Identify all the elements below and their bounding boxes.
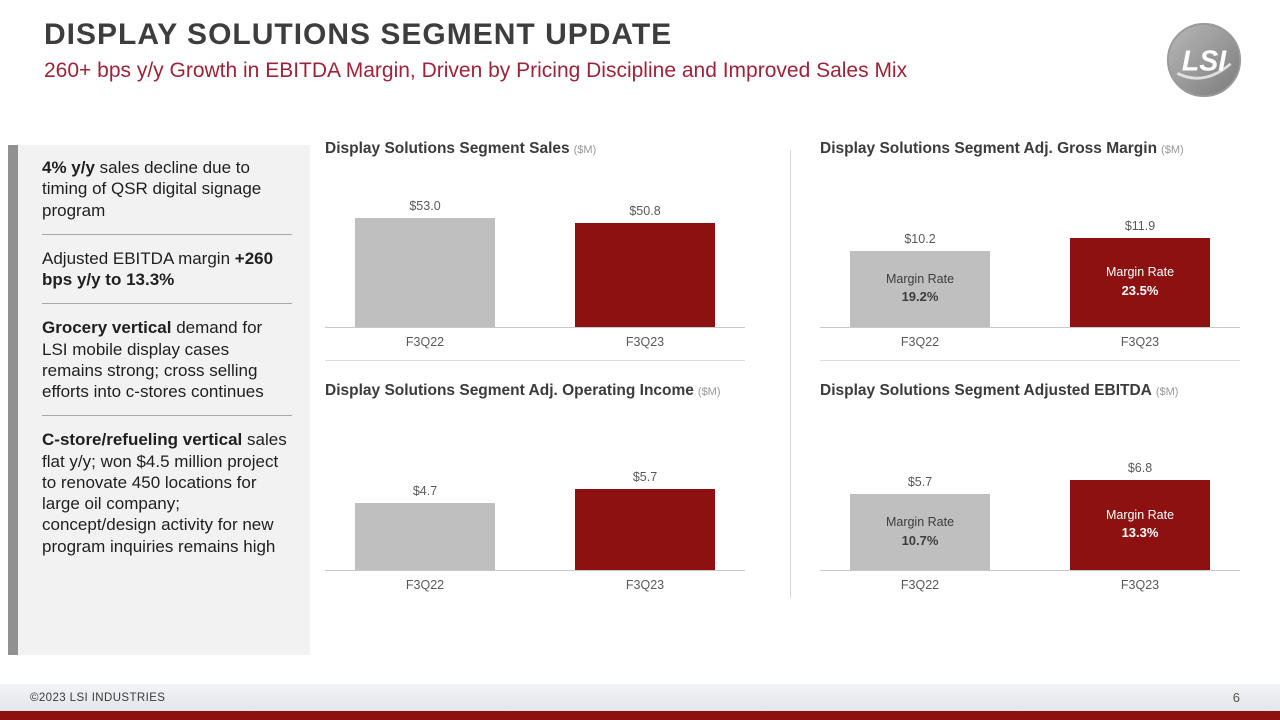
chart-title-text: Display Solutions Segment Adj. Operating… [325, 382, 694, 399]
copyright-text: ©2023 LSI INDUSTRIES [30, 691, 166, 704]
bar-f3q22: $53.0 [355, 199, 495, 327]
sidebar-item-bold: +260 bps y/y to 13.3% [42, 248, 274, 289]
bar-f3q23: $50.8 [575, 204, 715, 327]
margin-rate-label: Margin Rate [885, 271, 955, 286]
chart-unit-label: ($M) [697, 386, 721, 398]
chart-segment-sales: Display Solutions Segment Sales ($M) $53.… [325, 140, 745, 361]
sidebar-item-ebitda-margin: Adjusted EBITDA margin +260 bps y/y to 1… [42, 248, 292, 291]
sidebar-item-text: sales flat y/y; won $4.5 million project… [42, 430, 287, 556]
sidebar-item-bold: Grocery vertical [42, 318, 172, 338]
bar-plot: $53.0 $50.8 [325, 199, 745, 328]
margin-rate-annotation: Margin Rate 23.5% [1070, 265, 1210, 301]
margin-rate-label: Margin Rate [1105, 265, 1175, 280]
chart-unit-label: ($M) [1155, 386, 1179, 398]
bar-plot: $4.7 $5.7 [325, 470, 745, 571]
bar-value-label: $5.7 [632, 469, 658, 484]
slide-header: DISPLAY SOLUTIONS SEGMENT UPDATE 260+ bp… [44, 18, 1144, 83]
bar-f3q23: $11.9 Margin Rate 23.5% [1070, 219, 1210, 327]
category-axis: F3Q22 F3Q23 [820, 578, 1240, 592]
bar-value-label: $53.0 [409, 199, 441, 214]
bar-value-label: $50.8 [629, 203, 661, 218]
category-label: F3Q23 [625, 578, 665, 592]
bar-plot: $10.2 Margin Rate 19.2% $11.9 Margin Rat… [820, 219, 1240, 328]
chart-unit-label: ($M) [1161, 144, 1184, 156]
sidebar-item-text: sales decline due to timing of QSR digit… [42, 158, 262, 220]
page-number: 6 [1232, 690, 1240, 705]
commentary-sidebar: 4% y/y sales decline due to timing of QS… [8, 145, 310, 655]
chart-title-text: Display Solutions Segment Adj. Gross Mar… [820, 140, 1158, 157]
category-label: F3Q23 [1120, 578, 1160, 592]
category-axis: F3Q22 F3Q23 [820, 335, 1240, 349]
sidebar-item-cstore-vertical: C-store/refueling vertical sales flat y/… [42, 429, 292, 557]
bar-value-label: $6.8 [1127, 460, 1153, 475]
bar-f3q23: $6.8 Margin Rate 13.3% [1070, 461, 1210, 570]
bar-f3q23: $5.7 [575, 470, 715, 570]
lsi-logo-icon: LSI [1166, 22, 1242, 98]
sidebar-item-sales-decline: 4% y/y sales decline due to timing of QS… [42, 157, 292, 221]
page-subtitle: 260+ bps y/y Growth in EBITDA Margin, Dr… [44, 59, 908, 82]
chart-title: Display Solutions Segment Sales ($M) [325, 140, 745, 164]
sidebar-item-bold: 4% y/y [42, 158, 95, 177]
chart-unit-label: ($M) [573, 144, 597, 156]
category-label: F3Q22 [405, 578, 445, 592]
chart-title: Display Solutions Segment Adj. Gross Mar… [820, 140, 1240, 164]
chart-title: Display Solutions Segment Adjusted EBITD… [820, 382, 1240, 406]
category-axis: F3Q22 F3Q23 [325, 578, 745, 592]
bar-plot: $5.7 Margin Rate 10.7% $6.8 Margin Rate … [820, 461, 1240, 571]
page-title: DISPLAY SOLUTIONS SEGMENT UPDATE [44, 18, 673, 51]
category-label: F3Q22 [900, 578, 940, 592]
sidebar-divider [42, 303, 292, 305]
bar-f3q22: $4.7 [355, 484, 495, 570]
bar-value-label: $5.7 [907, 475, 933, 490]
margin-rate-value: 10.7% [901, 532, 939, 548]
bar-value-label: $10.2 [904, 231, 936, 246]
category-label: F3Q22 [900, 335, 940, 349]
margin-rate-value: 13.3% [1121, 525, 1159, 541]
margin-rate-value: 19.2% [901, 289, 939, 305]
bar-value-label: $4.7 [412, 483, 438, 498]
bar-f3q22: $5.7 Margin Rate 10.7% [850, 475, 990, 570]
chart-adj-gross-margin: Display Solutions Segment Adj. Gross Mar… [820, 140, 1240, 361]
margin-rate-annotation: Margin Rate 10.7% [850, 514, 990, 550]
chart-separator [325, 360, 745, 361]
sidebar-item-bold: C-store/refueling vertical [42, 430, 243, 450]
bottom-accent-bar [0, 711, 1280, 720]
margin-rate-value: 23.5% [1121, 283, 1159, 299]
sidebar-item-text: demand for LSI mobile display cases rema… [42, 318, 264, 401]
margin-rate-annotation: Margin Rate 13.3% [1070, 507, 1210, 543]
chart-separator [820, 360, 1240, 361]
sidebar-item-grocery-vertical: Grocery vertical demand for LSI mobile d… [42, 317, 292, 402]
logo-text: LSI [1182, 45, 1227, 77]
sidebar-divider [42, 415, 292, 417]
sidebar-divider [42, 233, 292, 235]
chart-adj-operating-income: Display Solutions Segment Adj. Operating… [325, 382, 745, 592]
chart-title-text: Display Solutions Segment Sales [325, 140, 570, 157]
category-axis: F3Q22 F3Q23 [325, 335, 745, 349]
sidebar-item-text: Adjusted EBITDA margin [42, 248, 235, 268]
bar-value-label: $11.9 [1124, 218, 1156, 233]
slide-footer: ©2023 LSI INDUSTRIES 6 [0, 684, 1280, 711]
category-label: F3Q23 [1120, 335, 1160, 349]
margin-rate-label: Margin Rate [1105, 508, 1175, 523]
margin-rate-annotation: Margin Rate 19.2% [850, 271, 990, 307]
lsi-logo: LSI [1166, 22, 1242, 98]
column-divider [790, 150, 791, 598]
category-label: F3Q23 [625, 335, 665, 349]
category-label: F3Q22 [405, 335, 445, 349]
margin-rate-label: Margin Rate [885, 515, 955, 530]
chart-adjusted-ebitda: Display Solutions Segment Adjusted EBITD… [820, 382, 1240, 592]
bar-f3q22: $10.2 Margin Rate 19.2% [850, 232, 990, 327]
chart-title: Display Solutions Segment Adj. Operating… [325, 382, 745, 406]
chart-title-text: Display Solutions Segment Adjusted EBITD… [820, 382, 1152, 399]
